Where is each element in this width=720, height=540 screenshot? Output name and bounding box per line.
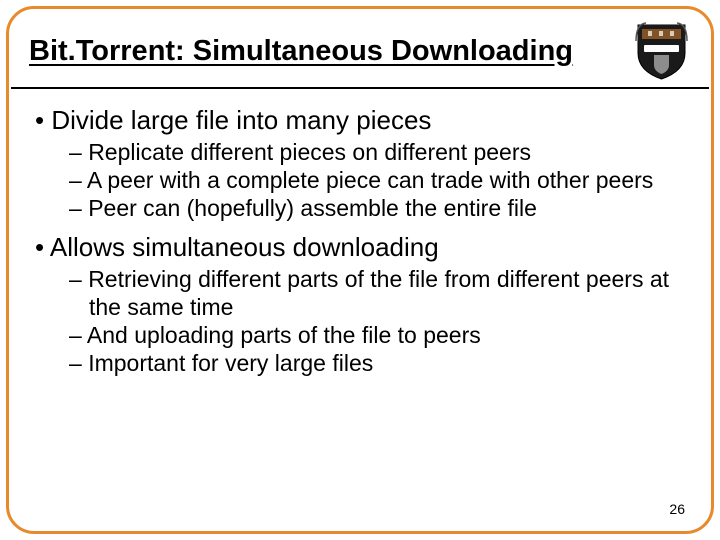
slide-content: Divide large file into many pieces Repli… [9,89,711,377]
princeton-shield-icon [634,21,689,81]
bullet-sub: Peer can (hopefully) assemble the entire… [69,194,689,222]
bullet-main-2: Allows simultaneous downloading [35,232,689,263]
title-row: Bit.Torrent: Simultaneous Downloading [11,9,709,89]
bullet-sub: Important for very large files [69,349,689,377]
sub-list-2: Retrieving different parts of the file f… [35,265,689,377]
bullet-main-1: Divide large file into many pieces [35,105,689,136]
slide-frame: Bit.Torrent: Simultaneous Downloading Di… [6,6,714,534]
bullet-sub: A peer with a complete piece can trade w… [69,166,689,194]
bullet-sub: Replicate different pieces on different … [69,138,689,166]
sub-list-1: Replicate different pieces on different … [35,138,689,222]
bullet-sub: Retrieving different parts of the file f… [69,265,689,321]
bullet-sub: And uploading parts of the file to peers [69,321,689,349]
page-number: 26 [669,501,685,517]
slide-title: Bit.Torrent: Simultaneous Downloading [29,35,626,68]
